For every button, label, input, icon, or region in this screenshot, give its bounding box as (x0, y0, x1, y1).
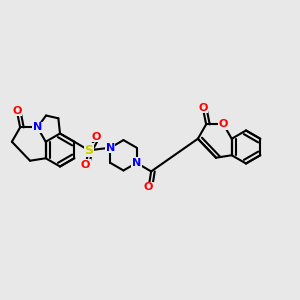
Text: N: N (132, 158, 141, 168)
Text: S: S (84, 144, 93, 157)
Text: O: O (198, 103, 208, 113)
Text: O: O (219, 119, 228, 129)
Text: O: O (12, 106, 22, 116)
Text: N: N (106, 143, 115, 153)
Text: O: O (81, 160, 90, 170)
Text: O: O (92, 132, 101, 142)
Text: O: O (144, 182, 153, 192)
Text: N: N (33, 122, 42, 132)
